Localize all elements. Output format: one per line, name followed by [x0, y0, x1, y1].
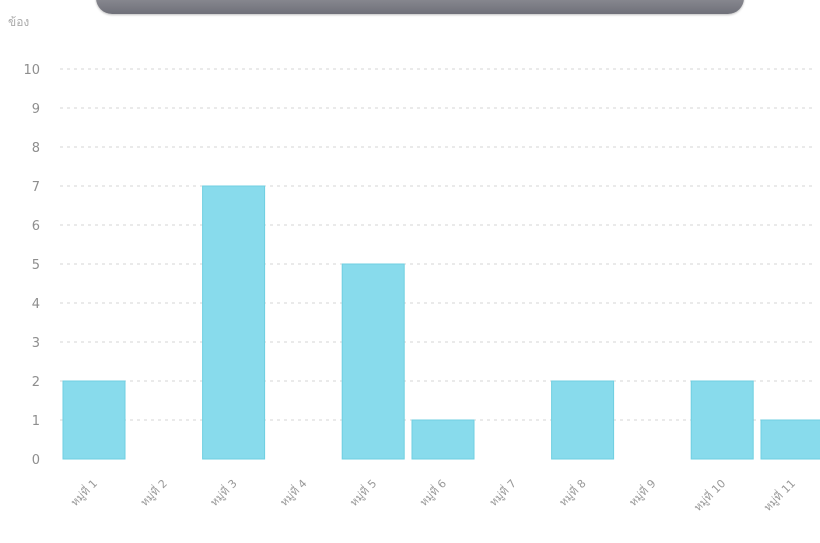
- x-tick-label: หมู่ที่ 1: [67, 476, 100, 509]
- x-tick-label: หมู่ที่ 10: [690, 476, 728, 514]
- y-tick-label: 4: [32, 297, 40, 312]
- y-tick-label: 1: [32, 414, 40, 429]
- y-tick-label: 9: [32, 102, 40, 117]
- bars: [62, 185, 820, 460]
- y-tick-label: 6: [32, 219, 40, 234]
- x-tick-label: หมู่ที่ 8: [555, 476, 588, 509]
- bar: [760, 419, 820, 460]
- y-tick-label: 10: [23, 63, 40, 78]
- x-tick-label: หมู่ที่ 5: [346, 476, 379, 509]
- y-axis-title: ข้อง: [8, 15, 29, 29]
- grid-lines: [60, 68, 812, 421]
- x-axis-labels: หมู่ที่ 1 หมู่ที่ 2 หมู่ที่ 3 หมู่ที่ 4 หมู่…: [67, 476, 798, 514]
- x-tick-label: หมู่ที่ 3: [206, 476, 239, 509]
- y-tick-label: 2: [32, 375, 40, 390]
- x-tick-label: หมู่ที่ 11: [760, 476, 798, 514]
- x-tick-label: หมู่ที่ 2: [137, 476, 170, 509]
- y-tick-label: 5: [32, 258, 40, 273]
- y-tick-label: 8: [32, 141, 40, 156]
- bar: [690, 380, 754, 460]
- bar: [202, 185, 266, 460]
- y-tick-label: 3: [32, 336, 40, 351]
- y-tick-label: 7: [32, 180, 40, 195]
- y-tick-label: 0: [32, 453, 40, 468]
- bar: [551, 380, 615, 460]
- bar: [341, 263, 405, 460]
- bar: [411, 419, 475, 460]
- header-bar: [96, 0, 744, 14]
- x-tick-label: หมู่ที่ 4: [276, 476, 309, 509]
- x-tick-label: หมู่ที่ 9: [625, 476, 658, 509]
- x-tick-label: หมู่ที่ 6: [416, 476, 449, 509]
- x-tick-label: หมู่ที่ 7: [486, 476, 519, 509]
- y-axis-ticks: 0 1 2 3 4 5 6 7 8 9 10: [23, 63, 40, 468]
- bar: [62, 380, 126, 460]
